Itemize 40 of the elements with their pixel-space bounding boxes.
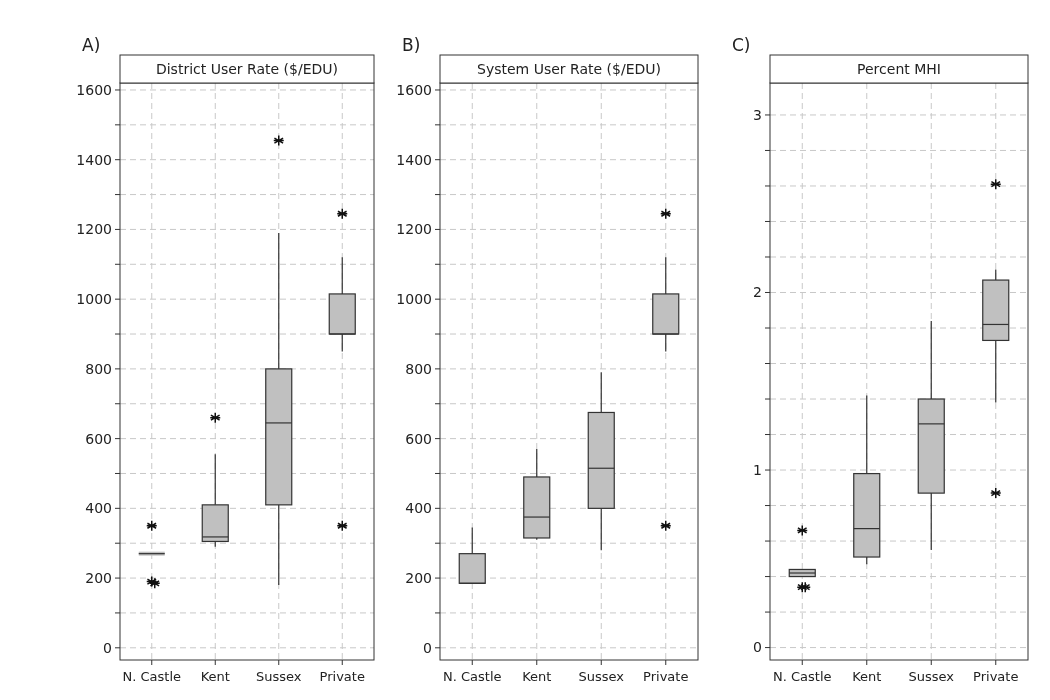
y-tick-label: 200 (405, 569, 432, 586)
x-tick-label: Kent (522, 669, 552, 684)
x-tick-label: N. Castle (122, 669, 182, 684)
y-tick-label: 400 (85, 500, 112, 517)
x-tick-label: Kent (200, 669, 230, 684)
x-tick-label: Sussex (578, 669, 625, 684)
y-tick-label: 1400 (396, 151, 432, 168)
x-tick-label: N. Castle (442, 669, 502, 684)
y-tick-label: 3 (753, 106, 762, 123)
text: C) (732, 35, 751, 55)
y-tick-label: 800 (85, 360, 112, 377)
y-tick-label: 1200 (76, 221, 112, 238)
y-tick-label: 1600 (396, 81, 432, 98)
x-tick-label: N. Castle (772, 669, 832, 684)
text: A) (82, 35, 101, 55)
y-tick-label: 1000 (76, 291, 112, 308)
y-tick-label: 200 (85, 569, 112, 586)
y-tick-label: 0 (423, 639, 432, 656)
y-tick-label: 1400 (76, 151, 112, 168)
chart-title: System User Rate ($/EDU) (477, 61, 661, 77)
x-tick-label: Private (643, 669, 689, 684)
chart-title: Percent MHI (857, 61, 941, 77)
y-tick-label: 1 (753, 461, 762, 478)
y-tick-label: 2 (753, 284, 762, 301)
y-tick-label: 1000 (396, 291, 432, 308)
y-tick-label: 800 (405, 360, 432, 377)
x-tick-label: Kent (852, 669, 882, 684)
y-tick-label: 0 (103, 639, 112, 656)
y-tick-label: 0 (753, 639, 762, 656)
x-tick-label: Private (973, 669, 1019, 684)
x-tick-label: Private (319, 669, 365, 684)
y-tick-label: 1600 (76, 81, 112, 98)
text: B) (402, 35, 421, 55)
chart-title: District User Rate ($/EDU) (155, 61, 339, 77)
y-tick-label: 600 (85, 430, 112, 447)
y-tick-label: 600 (405, 430, 432, 447)
x-tick-label: Sussex (256, 669, 302, 684)
x-tick-label: Sussex (908, 669, 955, 684)
y-tick-label: 400 (405, 500, 432, 517)
y-tick-label: 1200 (396, 221, 432, 238)
